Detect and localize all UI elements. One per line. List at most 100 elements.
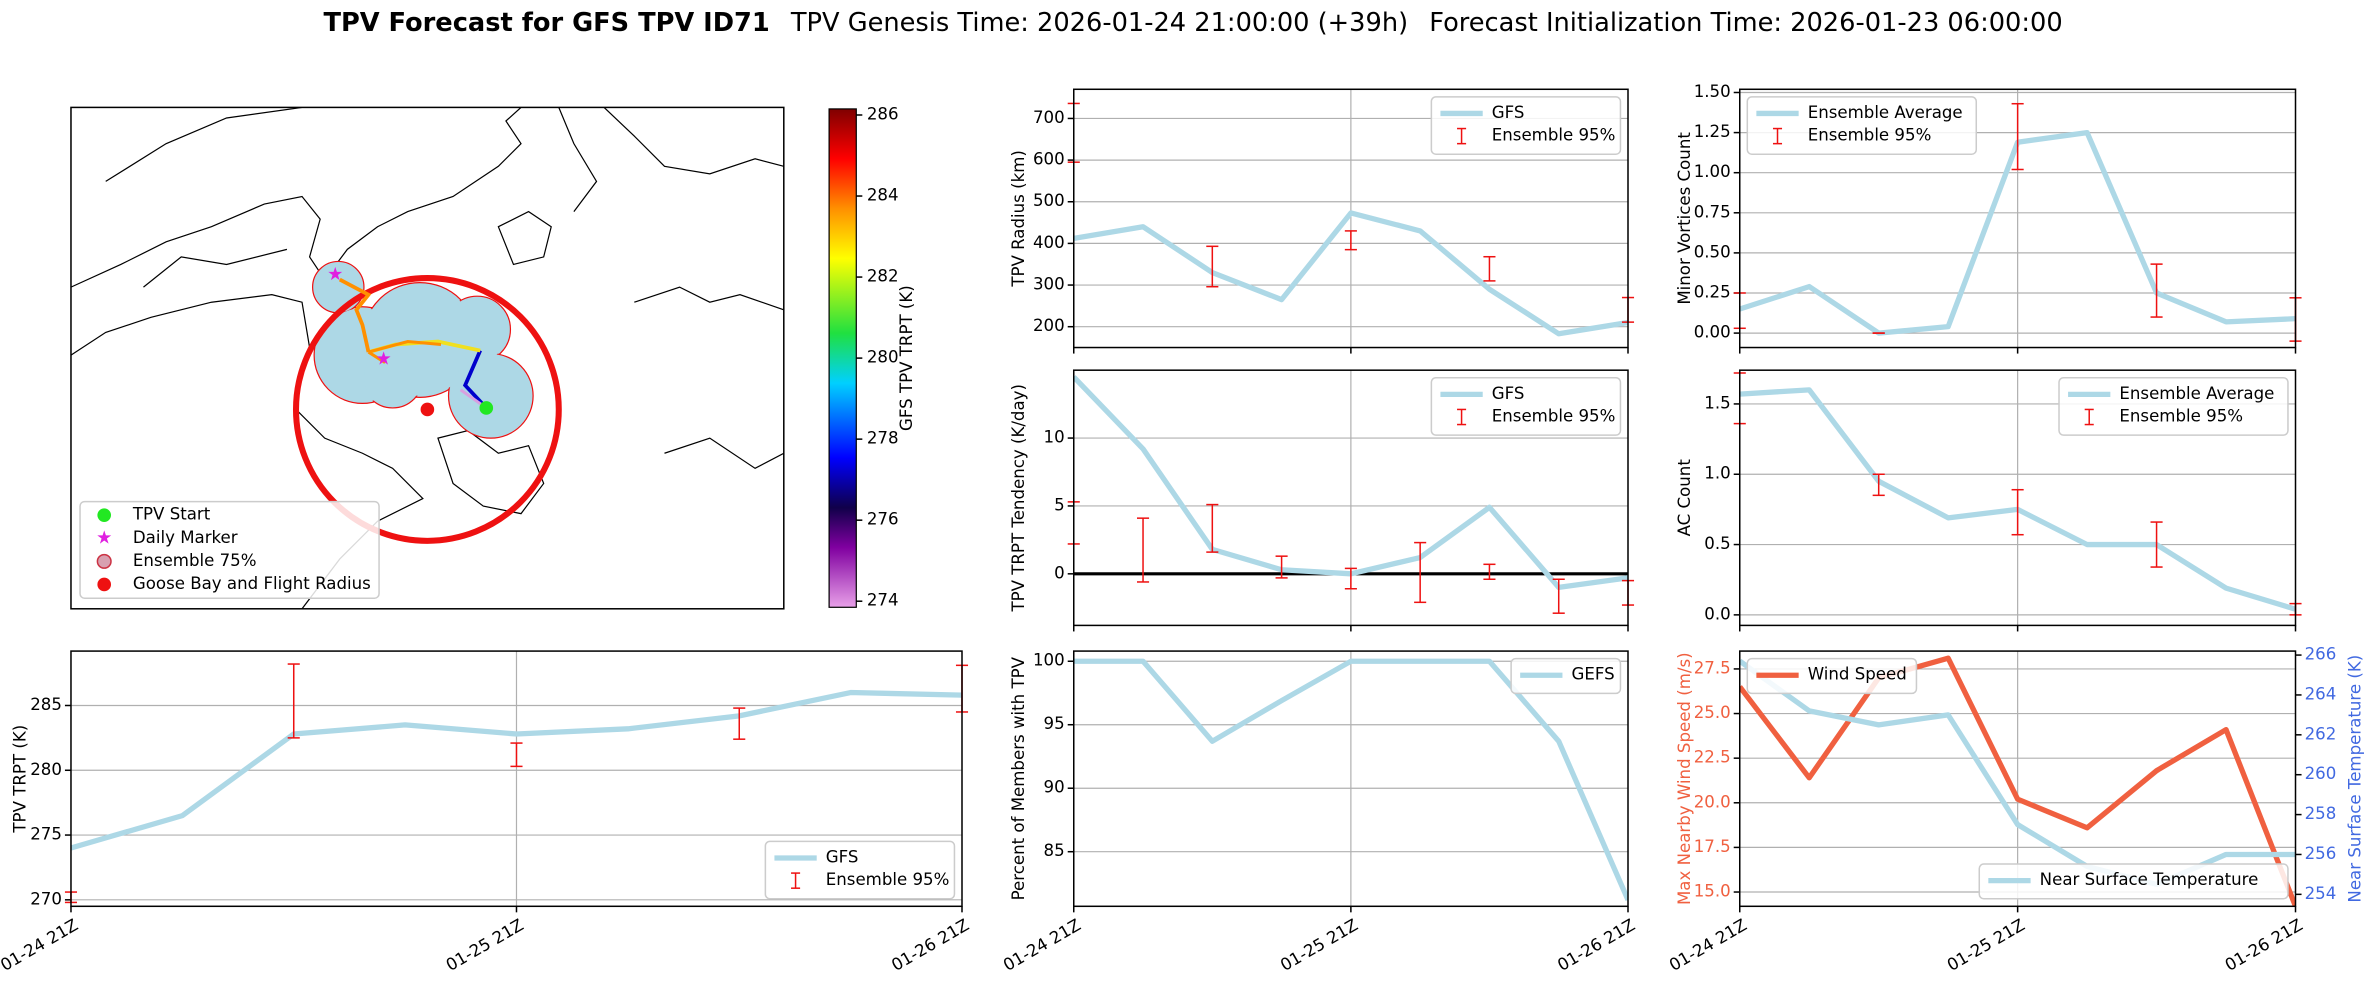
legend-label: Ensemble Average <box>2119 384 2274 403</box>
svg-text:★: ★ <box>375 349 391 370</box>
error-bar <box>733 707 746 740</box>
y-tick-label: 17.5 <box>1694 837 1731 856</box>
legend-label: Ensemble 95% <box>826 870 950 889</box>
y-tick-label: 1.00 <box>1694 162 1731 181</box>
y2-tick-label: 262 <box>2305 724 2337 743</box>
error-bar <box>1136 517 1150 583</box>
y2-tick-label: 264 <box>2305 684 2337 703</box>
y-tick-label: 600 <box>1033 150 1065 169</box>
y2-tick-label: 260 <box>2305 764 2337 783</box>
x-tick-label: 01-25 21Z <box>1944 915 2028 974</box>
panel: 01-24 21Z 01-25 21Z 01-26 21Z 270 275 280 285T… <box>0 650 972 975</box>
panel: 01-24 21Z 01-25 21Z 01-26 21Z 85 90 95 100 Perc… <box>1000 650 1638 975</box>
panel-frame <box>1739 650 2297 908</box>
legend-marker <box>97 577 111 592</box>
colorbar-tick-label: 278 <box>867 429 899 448</box>
y-axis-label: TPV TRPT (K) <box>11 725 30 834</box>
panel: 0.00 0.25 0.50 0.75 1.00 1.25 1.50 Minor Vortic… <box>1675 82 2302 354</box>
colorbar-label: GFS TPV TRPT (K) <box>897 285 916 431</box>
map-legend-box <box>79 500 380 599</box>
y-axis-label: Max Nearby Wind Speed (m/s) <box>1675 652 1694 905</box>
map-frame <box>70 106 785 610</box>
panel-frame <box>1072 650 1629 908</box>
legend-label: Ensemble 95% <box>1492 407 1616 426</box>
y2-tick-label: 256 <box>2305 844 2337 863</box>
y-tick-label: 1.0 <box>1704 464 1730 483</box>
legend-label: GFS <box>826 847 859 866</box>
y-tick-label: 25.0 <box>1694 703 1731 722</box>
figure-title: TPV Forecast for GFS TPV ID71 TPV Genesis… <box>323 7 2062 37</box>
y-tick-label: 10 <box>1044 428 1065 447</box>
map-area: ★ ★ <box>70 107 784 609</box>
series-line <box>1073 658 1628 902</box>
colorbar-tick-label: 286 <box>867 104 899 123</box>
legend-label: Ensemble 95% <box>1492 126 1616 145</box>
error-bar <box>1414 541 1427 604</box>
error-bar <box>287 663 300 739</box>
error-bar <box>1552 578 1565 614</box>
title-init: Forecast Initialization Time: 2026-01-23… <box>1429 7 2062 37</box>
y-tick-label: 700 <box>1033 108 1065 127</box>
y-tick-label: 280 <box>30 760 62 779</box>
y-tick-label: 400 <box>1033 233 1065 252</box>
error-bar <box>1483 563 1496 581</box>
y-tick-label: 0.0 <box>1704 604 1730 623</box>
y-tick-label: 1.5 <box>1704 393 1730 412</box>
x-tick-label: 01-24 21Z <box>1000 915 1084 974</box>
error-bar <box>2150 521 2163 568</box>
y-tick-label: 100 <box>1033 651 1065 670</box>
legend-label: TPV Start <box>132 505 211 524</box>
error-bar <box>2011 102 2024 171</box>
error-bar <box>2150 263 2163 318</box>
plot-area <box>70 689 962 851</box>
legend-label: Ensemble 95% <box>2119 407 2243 426</box>
panel-frame <box>1739 369 2297 627</box>
plot-area <box>1073 658 1628 902</box>
panel: 0 5 10 TPV TRPT Tendency (K/day) GFS Ensemble… <box>1009 369 1635 632</box>
x-tick-label: 01-24 21Z <box>1666 915 1750 974</box>
y-tick-label: 300 <box>1033 275 1065 294</box>
y-tick-label: 15.0 <box>1694 882 1731 901</box>
y-tick-label: 275 <box>30 825 62 844</box>
y-tick-label: 1.50 <box>1694 82 1731 101</box>
legend-label: Wind Speed <box>1808 665 1907 684</box>
y-axis-label: Minor Vortices Count <box>1675 132 1694 305</box>
legend-label: GEFS <box>1572 665 1615 684</box>
panel-frame <box>1739 88 2297 349</box>
y-axis-label: AC Count <box>1675 459 1694 537</box>
error-bar <box>1344 567 1357 590</box>
error-bar <box>510 742 523 768</box>
legend-label: Ensemble 95% <box>1808 126 1932 145</box>
panel: 200 300 400 500 600 700 TPV Radius (km) GFS Ense… <box>1009 88 1635 354</box>
legend-label: Near Surface Temperature <box>2040 870 2259 889</box>
legend-box <box>1510 657 1622 695</box>
legend-label: Goose Bay and Flight Radius <box>133 574 371 593</box>
y-tick-label: 500 <box>1033 191 1065 210</box>
y2-tick-label: 254 <box>2305 884 2337 903</box>
error-bar <box>2011 488 2024 536</box>
y-tick-label: 22.5 <box>1694 748 1731 767</box>
error-bar <box>1344 230 1357 251</box>
y-tick-label: 85 <box>1044 841 1065 860</box>
colorbar-tick-label: 280 <box>867 348 899 367</box>
error-bar <box>1483 255 1496 282</box>
y-tick-label: 0.50 <box>1694 242 1731 261</box>
series-line <box>1073 210 1628 337</box>
title-bold: TPV Forecast for GFS TPV ID71 <box>323 7 769 37</box>
y-tick-label: 285 <box>30 695 62 714</box>
y-tick-label: 200 <box>1033 316 1065 335</box>
legend-label: GFS <box>1492 103 1525 122</box>
panel-frame <box>70 650 963 908</box>
y-axis-label: TPV TRPT Tendency (K/day) <box>1009 384 1028 613</box>
legend-box <box>2058 376 2289 436</box>
error-bar <box>1206 245 1219 288</box>
colorbar-tick-label: 282 <box>867 267 899 286</box>
y2-tick-label: 258 <box>2305 804 2337 823</box>
panel-frame <box>1072 88 1629 349</box>
y-tick-label: 270 <box>30 889 62 908</box>
colorbar-tick-label: 276 <box>867 510 899 529</box>
y-tick-label: 20.0 <box>1694 792 1731 811</box>
x-tick-label: 01-25 21Z <box>1277 915 1361 974</box>
error-bar <box>1275 555 1288 579</box>
